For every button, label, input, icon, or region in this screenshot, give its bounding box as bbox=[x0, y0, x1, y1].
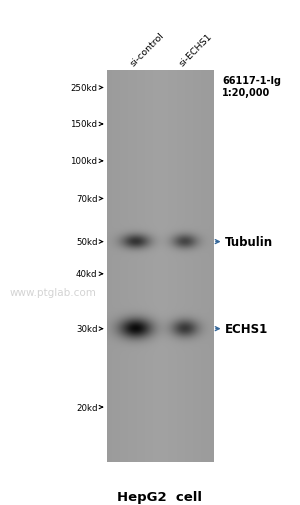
Text: 20kd: 20kd bbox=[76, 403, 98, 412]
Text: si-control: si-control bbox=[129, 31, 166, 68]
Text: 70kd: 70kd bbox=[76, 194, 98, 204]
Text: 250kd: 250kd bbox=[70, 84, 98, 93]
Text: 50kd: 50kd bbox=[76, 238, 98, 246]
Text: 150kd: 150kd bbox=[70, 120, 98, 129]
Text: 30kd: 30kd bbox=[76, 325, 98, 333]
Text: 66117-1-Ig
1:20,000: 66117-1-Ig 1:20,000 bbox=[222, 76, 281, 97]
Text: HepG2  cell: HepG2 cell bbox=[117, 490, 202, 503]
Text: ECHS1: ECHS1 bbox=[225, 323, 268, 335]
Text: Tubulin: Tubulin bbox=[225, 236, 273, 248]
Text: si-ECHS1: si-ECHS1 bbox=[178, 32, 214, 68]
Text: www.ptglab.com: www.ptglab.com bbox=[9, 288, 96, 298]
Text: 100kd: 100kd bbox=[70, 157, 98, 166]
Text: 40kd: 40kd bbox=[76, 270, 98, 279]
